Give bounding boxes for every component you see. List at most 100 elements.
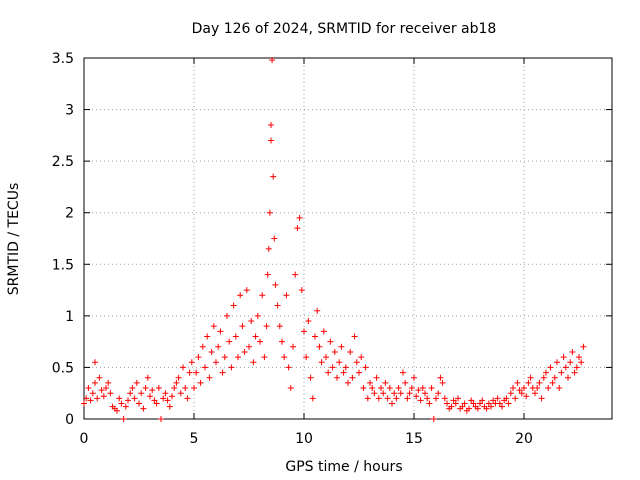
data-point [534,385,541,392]
data-point [347,348,354,355]
data-point [488,403,494,410]
data-point [547,364,554,371]
data-point [536,379,543,386]
data-point [532,390,538,397]
data-point [248,318,255,325]
data-point [455,395,461,402]
data-point [413,393,420,400]
data-point [345,379,351,386]
data-point [452,400,459,407]
data-point [325,369,332,376]
data-point [186,369,193,376]
data-point [290,343,296,350]
data-point [404,395,411,402]
data-point [283,292,290,299]
chart-title: Day 126 of 2024, SRMTID for receiver ab1… [192,21,497,37]
data-point [353,359,360,366]
data-point [360,385,367,392]
data-point [479,397,486,404]
data-point [578,359,585,366]
data-point [232,333,239,340]
data-point [173,379,180,386]
data-point [356,369,362,376]
data-point [271,235,278,242]
y-tick-labels: 0 0.5 1 1.5 2 2.5 3 3.5 [52,51,74,428]
data-point [371,390,378,397]
data-point [147,393,153,400]
data-point [565,374,571,381]
y-tick-label: 2.5 [52,154,74,170]
data-point [567,359,574,366]
data-point [89,390,96,397]
x-tick-label: 15 [405,431,423,447]
data-point [269,57,276,64]
data-point [303,354,310,361]
data-point [441,395,448,402]
data-point [342,364,349,371]
data-point [417,397,424,404]
data-point [556,385,563,392]
data-point [263,323,270,330]
data-point [373,374,380,381]
data-point [400,369,406,376]
data-point [351,333,358,340]
data-point [331,348,338,355]
data-point [272,281,279,288]
data-point [252,333,259,340]
data-point [512,395,519,402]
data-point [285,364,292,371]
data-point [193,369,200,376]
data-point [340,369,347,376]
data-point [180,364,186,371]
data-point [380,390,387,397]
data-point [307,374,314,381]
data-point [349,374,356,381]
data-point [507,390,514,397]
grid-lines [84,58,612,419]
data-point [516,387,523,394]
data-point [318,359,325,366]
data-point [329,364,336,371]
data-point [279,338,285,345]
data-point [184,395,191,402]
data-point [133,379,140,386]
data-point [393,395,400,402]
data-point [230,302,237,309]
data-point [98,387,105,394]
data-point [149,387,156,394]
data-point [136,400,142,407]
data-point [406,390,413,397]
data-point [182,385,189,392]
data-point [208,348,215,355]
data-point [268,137,274,144]
data-point [580,343,587,350]
data-point [105,379,112,386]
data-point [496,400,503,407]
data-point [543,369,549,376]
data-point [389,400,395,407]
data-point [576,354,582,361]
data-point [235,354,241,361]
data-point [215,343,222,350]
data-point [164,397,171,404]
data-point [191,385,197,392]
data-point [433,395,439,402]
data-point [155,385,162,392]
data-point [525,379,532,386]
data-point [415,387,422,394]
data-point [562,364,569,371]
data-point [336,359,343,366]
data-point [514,379,521,386]
data-point [158,416,164,422]
data-point [298,287,305,294]
data-point [395,385,402,392]
data-point [426,400,433,407]
x-tick-label: 5 [190,431,199,447]
data-point [545,385,552,392]
data-point [378,385,384,392]
data-point [276,323,283,330]
data-point [210,323,217,330]
y-tick-label: 1 [65,309,74,325]
data-point [239,323,246,330]
